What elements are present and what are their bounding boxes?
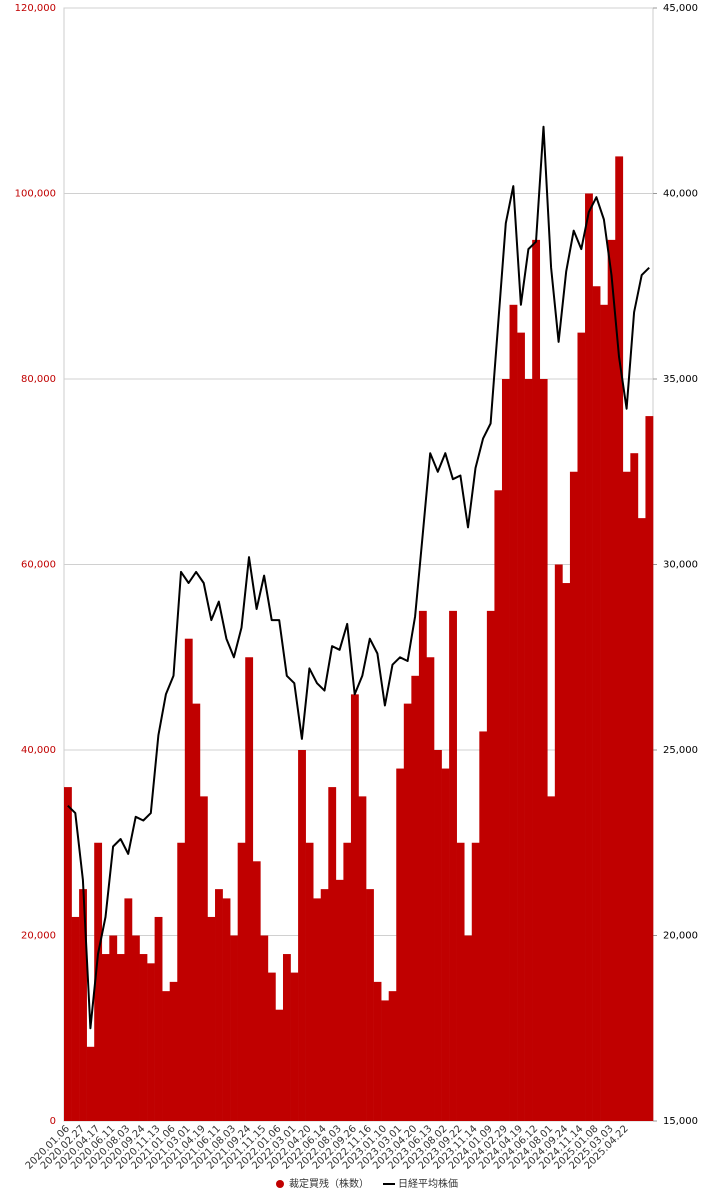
bar [343,842,352,1121]
bar [86,1046,95,1121]
bar [600,304,608,1121]
bar [449,610,457,1121]
bar [169,981,178,1121]
bar [177,842,186,1121]
bar [192,703,201,1121]
y-tick-label: 100,000 [15,189,56,200]
bar [585,193,593,1121]
bar [79,889,87,1121]
bar [486,610,495,1121]
legend-label: 裁定買残（株数） [289,1177,369,1190]
bar [577,332,586,1121]
bar [335,879,344,1121]
bar [607,239,616,1121]
bar [411,675,420,1121]
bar [116,954,125,1121]
bar [245,657,254,1121]
bar [396,768,405,1121]
bar [101,954,110,1121]
y2-tick-label: 40,000 [663,189,698,200]
bar [501,379,510,1121]
bar [275,1009,284,1121]
bar [434,750,442,1121]
bar [139,954,148,1121]
bar [524,379,533,1121]
bar [215,889,223,1121]
bar [109,935,118,1121]
y2-tick-label: 35,000 [663,374,698,385]
bar [230,935,238,1121]
bar [622,471,631,1121]
bar [124,898,133,1121]
bar [328,787,337,1121]
line [67,125,650,1030]
bar [366,889,374,1121]
y-tick-label: 20,000 [21,931,56,942]
bar [479,731,488,1121]
bar [350,694,359,1121]
legend-swatch [276,1180,284,1188]
bar [237,842,246,1121]
bar [131,935,140,1121]
y-tick-label: 60,000 [21,560,56,571]
bar [94,842,103,1121]
bar [456,842,465,1121]
bar [373,981,382,1121]
bar [471,842,480,1121]
bar [418,610,427,1121]
bar [71,916,80,1121]
y-tick-label: 40,000 [21,745,56,756]
y-tick-label: 80,000 [21,374,56,385]
bar [615,156,624,1121]
bar [381,1000,390,1121]
bar [147,963,155,1121]
y2-tick-label: 30,000 [663,560,698,571]
bar [494,490,503,1121]
bar [645,416,654,1122]
bar [222,898,231,1121]
bar [464,935,473,1121]
bar [184,638,193,1121]
bar [162,991,171,1121]
bar [313,898,322,1121]
bar [260,935,269,1121]
legend: 裁定買残（株数） 日経平均株価 [276,1177,458,1190]
bar [562,583,571,1121]
y-tick-label: 120,000 [15,3,56,14]
bar [290,972,299,1121]
bar [509,304,518,1121]
y2-tick-label: 20,000 [663,931,698,942]
bar [298,750,306,1121]
bar [207,916,216,1121]
bar [252,861,261,1121]
bar [517,332,525,1121]
bar [305,842,314,1121]
bar [637,518,646,1121]
bar [554,564,563,1121]
y2-tick-label: 45,000 [663,3,698,14]
bar [547,796,556,1121]
y2-tick-label: 25,000 [663,745,698,756]
bar [199,796,208,1121]
y2-tick-label: 15,000 [663,1116,698,1127]
bar [426,657,435,1121]
bar [154,916,163,1121]
y-tick-label: 0 [50,1116,56,1127]
bar [569,471,578,1121]
bar [64,787,72,1121]
bar [267,972,276,1121]
legend-label: 日経平均株価 [398,1177,458,1190]
bar [532,239,541,1121]
bar [282,954,291,1121]
bar [388,991,397,1121]
bar [592,286,601,1121]
bar [320,889,329,1121]
bar [358,796,367,1121]
bar [403,703,412,1121]
bar [630,453,639,1121]
bar [539,379,548,1121]
bar [441,768,450,1121]
